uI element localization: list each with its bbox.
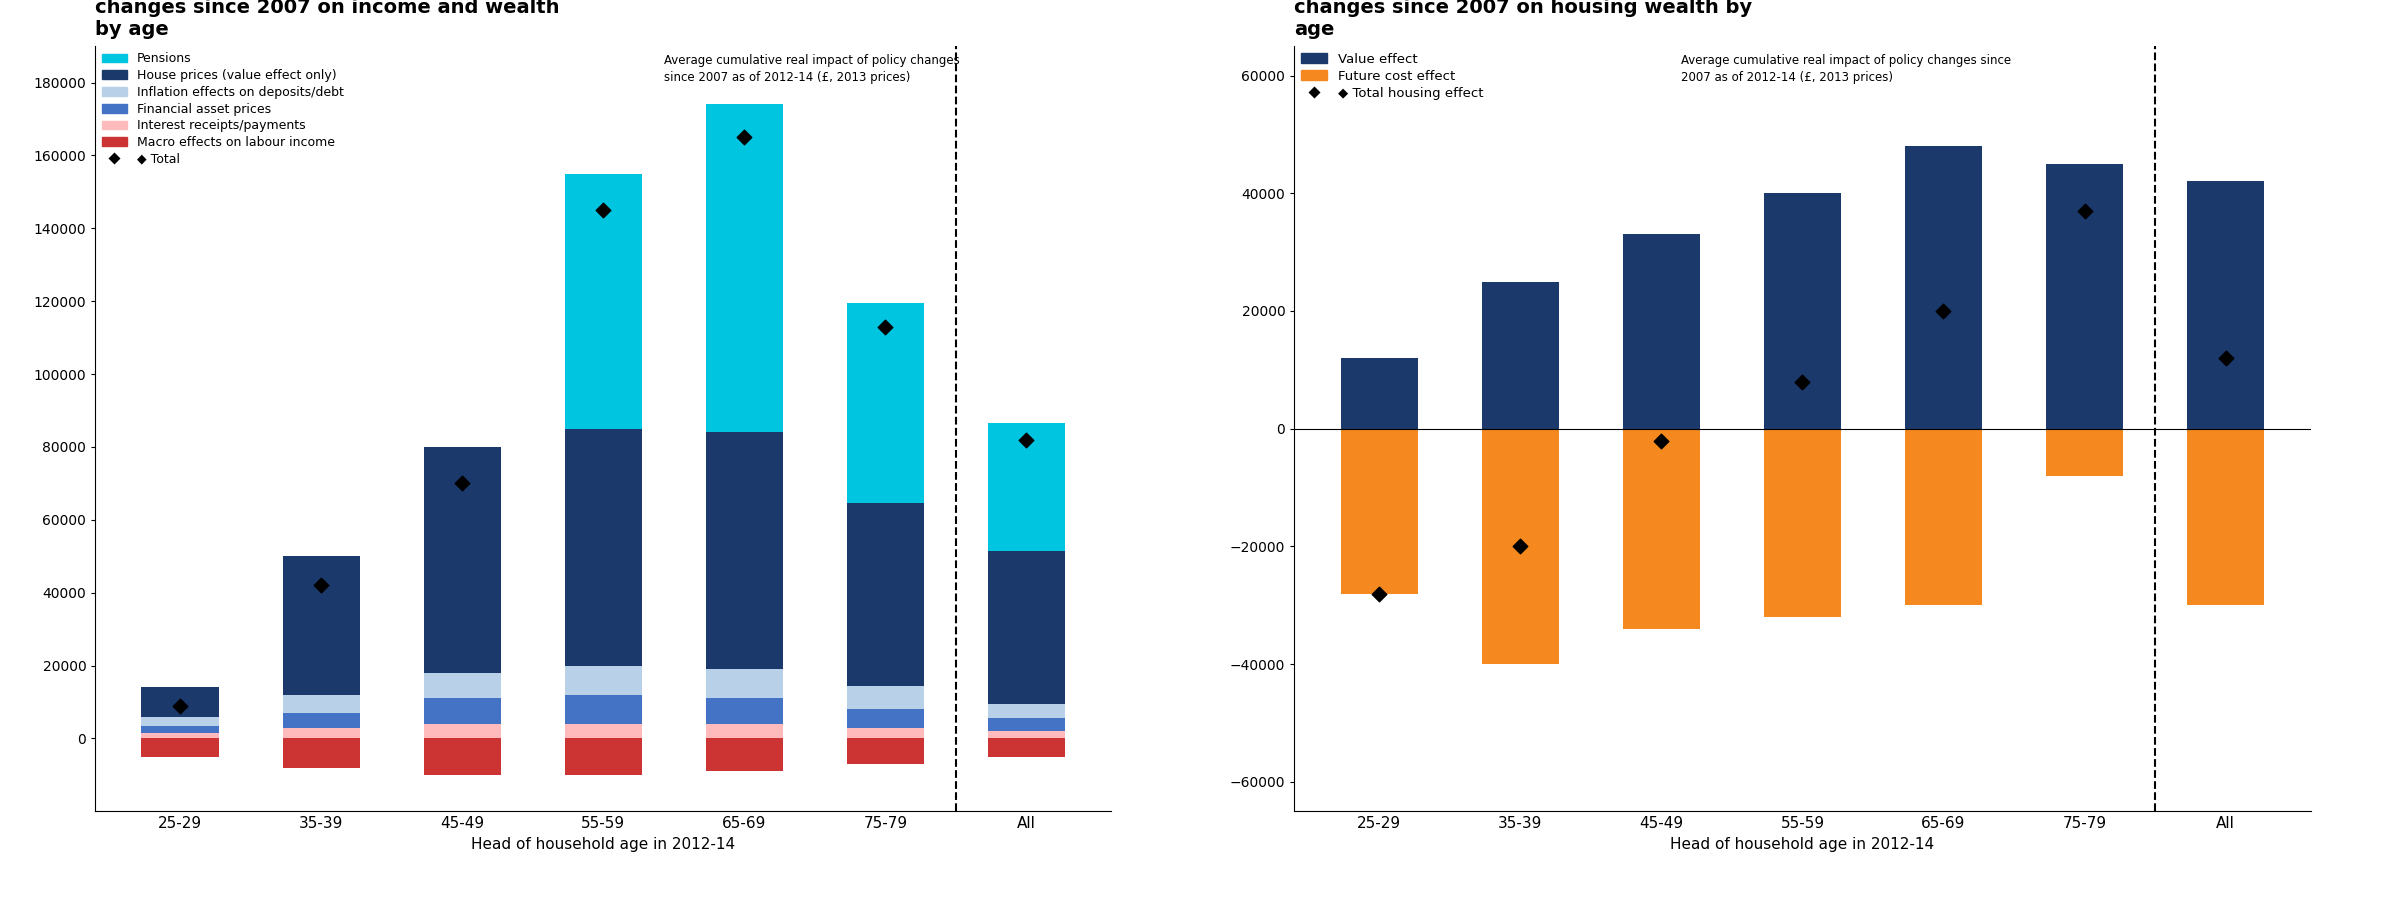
Point [867, 319, 905, 334]
Bar [424, 739, 500, 774]
Point [1925, 303, 1963, 318]
Text: Effects of monetary policy
changes since 2007 on housing wealth by
age: Effects of monetary policy changes since… [1293, 0, 1753, 39]
Point [2065, 204, 2103, 219]
Bar [989, 423, 1065, 550]
Point [162, 698, 200, 713]
Bar [846, 739, 924, 764]
Bar [283, 695, 360, 713]
Bar [989, 731, 1065, 739]
Bar [141, 716, 219, 726]
Bar [424, 447, 500, 673]
Bar [565, 173, 643, 429]
Bar [1906, 429, 1982, 606]
Point [1360, 586, 1398, 601]
Text: Effects of monetary policy
changes since 2007 on income and wealth
by age: Effects of monetary policy changes since… [95, 0, 560, 39]
Bar [989, 739, 1065, 757]
Bar [989, 718, 1065, 731]
Point [727, 130, 765, 145]
Bar [1622, 234, 1701, 429]
Legend: Value effect, Future cost effect, ◆ Total housing effect: Value effect, Future cost effect, ◆ Tota… [1301, 53, 1484, 100]
Bar [565, 724, 643, 739]
Bar [565, 429, 643, 666]
Text: Average cumulative real impact of policy changes
since 2007 as of 2012-14 (£, 20: Average cumulative real impact of policy… [665, 53, 960, 84]
Bar [846, 686, 924, 709]
Bar [141, 739, 219, 757]
Bar [705, 432, 784, 669]
Bar [283, 556, 360, 695]
Bar [705, 724, 784, 739]
Bar [705, 698, 784, 724]
Bar [424, 673, 500, 698]
Bar [1341, 358, 1417, 429]
Bar [989, 703, 1065, 718]
Point [1784, 374, 1822, 389]
Bar [2187, 429, 2265, 606]
Bar [705, 669, 784, 698]
Bar [141, 688, 219, 716]
Bar [989, 550, 1065, 703]
Bar [1763, 194, 1841, 429]
Bar [705, 739, 784, 772]
Bar [283, 739, 360, 768]
Bar [1622, 429, 1701, 629]
Bar [565, 666, 643, 695]
Bar [141, 726, 219, 733]
Bar [1906, 147, 1982, 429]
Bar [2187, 182, 2265, 429]
Bar [846, 503, 924, 686]
Text: Average cumulative real impact of policy changes since
2007 as of 2012-14 (£, 20: Average cumulative real impact of policy… [1682, 53, 2010, 84]
Bar [846, 303, 924, 503]
Legend: Pensions, House prices (value effect only), Inflation effects on deposits/debt, : Pensions, House prices (value effect onl… [102, 53, 343, 166]
Bar [705, 104, 784, 432]
Bar [565, 695, 643, 724]
Bar [2046, 164, 2122, 429]
Bar [846, 709, 924, 727]
Bar [1482, 429, 1560, 664]
Bar [2046, 429, 2122, 476]
Bar [1763, 429, 1841, 617]
Point [1501, 539, 1539, 554]
Bar [283, 727, 360, 739]
Bar [141, 733, 219, 739]
Bar [1341, 429, 1417, 594]
Point [303, 578, 341, 593]
Point [443, 476, 481, 491]
Bar [565, 739, 643, 774]
Bar [283, 713, 360, 727]
Point [1641, 433, 1679, 448]
Point [584, 203, 622, 218]
Bar [846, 727, 924, 739]
X-axis label: Head of household age in 2012-14: Head of household age in 2012-14 [472, 837, 736, 852]
Bar [424, 698, 500, 724]
Point [1008, 432, 1046, 447]
Bar [424, 724, 500, 739]
Bar [1482, 281, 1560, 429]
X-axis label: Head of household age in 2012-14: Head of household age in 2012-14 [1670, 837, 1934, 852]
Point [2206, 350, 2244, 365]
